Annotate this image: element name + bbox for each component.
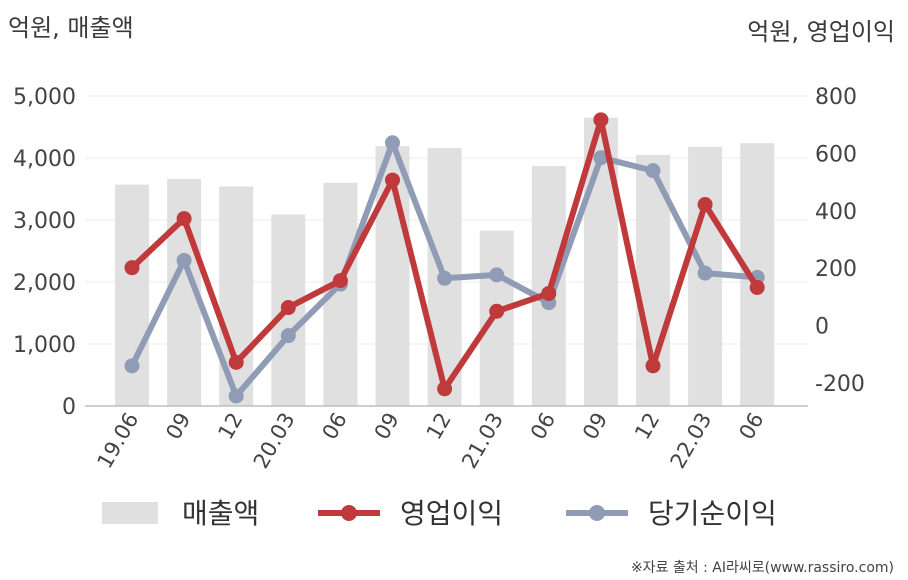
x-tick-label: 22.03 (666, 409, 717, 473)
x-tick-label: 09 (161, 409, 195, 444)
legend-operating-label: 영업이익 (400, 497, 503, 530)
operating-profit-point (280, 300, 296, 316)
net-income-point (489, 267, 505, 283)
operating-profit-point (385, 172, 400, 188)
x-tick-label: 09 (370, 409, 404, 444)
operating-profit-point (332, 273, 348, 289)
operating-profit-point (541, 285, 557, 301)
right-tick-label: 600 (815, 142, 857, 167)
legend-net-label: 당기순이익 (648, 497, 777, 530)
x-tick-label: 06 (318, 409, 352, 444)
operating-profit-point (489, 303, 505, 319)
right-tick-label: 400 (815, 200, 857, 225)
x-tick-label: 06 (526, 409, 560, 444)
x-tick-label: 06 (734, 409, 768, 444)
legend-operating-marker (341, 505, 357, 521)
left-tick-label: 3,000 (13, 209, 76, 234)
net-income-point (176, 252, 192, 268)
revenue-bars (115, 117, 775, 406)
operating-profit-point (228, 354, 244, 370)
legend-revenue-swatch (102, 502, 158, 524)
right-tick-label: 800 (815, 85, 857, 110)
x-tick-label: 12 (422, 409, 456, 444)
operating-profit-point (437, 381, 453, 397)
profit-lines (124, 112, 765, 404)
left-axis-unit: 억원, 매출액 (8, 14, 134, 42)
x-tick-label: 09 (578, 409, 612, 444)
operating-profit-point (124, 260, 140, 276)
operating-profit-point (176, 211, 192, 227)
x-tick-label: 20.03 (249, 409, 300, 473)
source-note: ※자료 출처 : AI라씨로(www.rassiro.com) (631, 560, 894, 576)
legend-net-marker (589, 505, 605, 521)
net-income-point (124, 358, 140, 374)
legend: 매출액 영업이익 당기순이익 (102, 497, 777, 530)
x-tick-label: 21.03 (457, 409, 508, 473)
right-tick-label: 0 (815, 315, 829, 340)
right-tick-label: -200 (815, 372, 865, 397)
net-income-point (593, 150, 609, 166)
left-tick-label: 0 (62, 395, 76, 420)
operating-profit-point (645, 358, 661, 374)
right-axis-ticks: 800 600 400 200 0 -200 (815, 85, 865, 397)
net-income-point (437, 270, 453, 286)
left-axis-ticks: 5,000 4,000 3,000 2,000 1,000 0 (13, 85, 76, 420)
left-tick-label: 1,000 (13, 333, 76, 358)
net-income-point (697, 265, 713, 281)
right-axis-unit: 억원, 영업이익 (747, 18, 895, 46)
operating-profit-point (593, 112, 609, 128)
right-tick-label: 200 (815, 257, 857, 282)
net-income-point (645, 163, 661, 179)
legend-revenue-label: 매출액 (182, 497, 259, 530)
x-tick-label: 12 (213, 409, 247, 444)
left-tick-label: 5,000 (13, 85, 76, 110)
net-income-point (280, 328, 296, 344)
net-income-point (385, 135, 400, 151)
x-axis-ticks: 19.06 09 12 20.03 06 09 12 21.03 06 09 12 22.03 06 (92, 409, 768, 473)
x-tick-label: 12 (630, 409, 664, 444)
net-income-point (228, 388, 244, 404)
left-tick-label: 2,000 (13, 271, 76, 296)
x-tick-label: 19.06 (92, 409, 143, 473)
left-tick-label: 4,000 (13, 147, 76, 172)
operating-profit-point (697, 197, 713, 212)
operating-profit-point (749, 279, 765, 295)
